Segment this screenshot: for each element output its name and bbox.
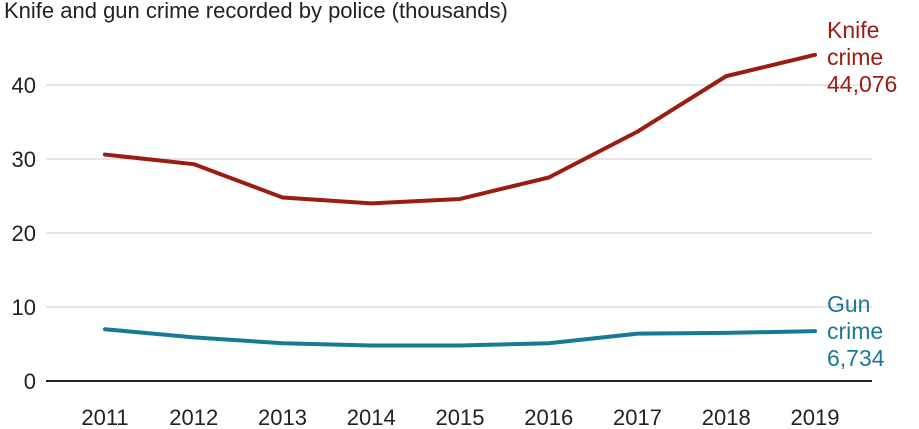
- knife-crime-point-2019: [814, 54, 816, 56]
- gun-crime-point-2012: [193, 336, 195, 338]
- x-tick-label-2017: 2017: [613, 405, 662, 429]
- y-axis-ticks: 0 10 20 30 40: [12, 73, 36, 394]
- gun-crime-label: Gun crime 6,734: [827, 291, 885, 371]
- knife-crime-point-2017: [637, 131, 638, 133]
- x-tick-label-2016: 2016: [524, 405, 573, 429]
- x-tick-label-2014: 2014: [347, 405, 396, 429]
- knife-crime-label-line: 44,076: [827, 71, 897, 97]
- gun-crime-point-2014: [370, 344, 372, 346]
- gun-crime-point-2019: [814, 330, 816, 332]
- gun-crime-point-2016: [548, 342, 550, 344]
- knife-crime-point-2011: [104, 154, 106, 156]
- gun-crime-label-line: 6,734: [827, 345, 885, 371]
- x-tick-label-2011: 2011: [81, 405, 128, 429]
- knife-crime-point-2015: [459, 198, 461, 200]
- y-tick-label-10: 10: [12, 295, 36, 320]
- knife-crime-point-2018: [725, 75, 727, 77]
- gun-crime-point-2011: [104, 328, 106, 330]
- x-axis-ticks: 2011 2012 2013 2014 2015 2016 2017 2018 2019: [81, 405, 839, 429]
- gun-crime-point-2013: [282, 342, 283, 344]
- gun-crime-line: [103, 327, 817, 348]
- x-tick-label-2015: 2015: [436, 405, 485, 429]
- gun-crime-point-2017: [637, 333, 638, 335]
- gridlines: [46, 84, 872, 382]
- x-tick-label-2012: 2012: [169, 405, 218, 429]
- x-tick-label-2019: 2019: [791, 405, 840, 429]
- knife-crime-point-2013: [282, 196, 283, 198]
- knife-crime-label-line: Knife: [827, 17, 879, 43]
- x-tick-label-2013: 2013: [258, 405, 307, 429]
- knife-crime-label-line: crime: [827, 44, 883, 70]
- series-lines: [103, 52, 817, 348]
- knife-crime-label: Knife crime 44,076: [827, 17, 897, 97]
- gun-crime-point-2018: [725, 332, 727, 334]
- gun-crime-point-2015: [459, 344, 461, 346]
- x-tick-label-2018: 2018: [702, 405, 751, 429]
- knife-crime-point-2016: [548, 177, 550, 178]
- y-tick-label-40: 40: [12, 73, 36, 98]
- knife-crime-point-2014: [370, 202, 372, 204]
- knife-crime-point-2012: [193, 163, 195, 165]
- y-tick-label-20: 20: [12, 221, 36, 246]
- gun-crime-label-line: crime: [827, 318, 883, 344]
- gun-crime-label-line: Gun: [827, 291, 870, 317]
- y-tick-label-0: 0: [24, 369, 36, 394]
- chart-title: Knife and gun crime recorded by police (…: [4, 0, 508, 23]
- y-tick-label-30: 30: [12, 147, 36, 172]
- knife-crime-line: [103, 52, 817, 206]
